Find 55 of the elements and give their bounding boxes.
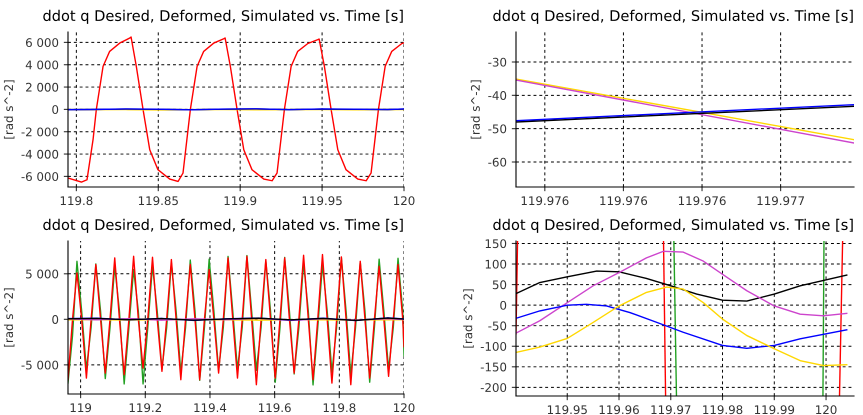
y-tick-label: -60 (488, 158, 506, 167)
y-tick-label: 50 (492, 280, 506, 290)
y-axis-title: [rad s^-2] (4, 288, 14, 347)
x-tick-label: 119.96 (600, 405, 639, 414)
x-tick-label: 119.8 (324, 403, 356, 412)
y-tick-label: -4 000 (21, 150, 58, 159)
chart-title: ddot q Desired, Deformed, Simulated vs. Time [s] (493, 10, 853, 24)
y-tick-label: 5 000 (26, 270, 58, 278)
y-tick-label: -40 (488, 91, 506, 100)
chart-title: ddot q Desired, Deformed, Simulated vs. Time [s] (493, 218, 853, 233)
x-tick-label: 119.85 (138, 196, 178, 206)
x-tick-label: 120 (394, 196, 414, 206)
y-tick-label: -30 (488, 58, 506, 67)
y-tick-label: 6 000 (26, 38, 58, 48)
y-tick-label: -50 (488, 124, 506, 134)
y-tick-label: 4 000 (26, 60, 58, 70)
y-tick-label: -200 (480, 383, 506, 392)
x-tick-label: 120 (816, 405, 837, 414)
x-tick-label: 119.9 (224, 196, 256, 206)
x-tick-label: 119.4 (194, 403, 226, 412)
x-tick-label: 119.977 (758, 196, 804, 206)
line-series (68, 36, 404, 183)
y-axis-title: [rad s^-2] (470, 80, 482, 139)
x-tick-label: 119.97 (651, 405, 690, 414)
y-tick-label: -150 (480, 362, 506, 372)
y-tick-label: 0 (52, 105, 58, 114)
y-tick-label: 2 000 (26, 82, 58, 92)
x-tick-label: 119.95 (548, 405, 587, 414)
y-axis-title: [rad s^-2] (463, 289, 474, 348)
chart-title: ddot q Desired, Deformed, Simulated vs. Time [s] (43, 10, 403, 24)
x-tick-label: 120 (394, 403, 414, 412)
y-tick-label: -5 000 (21, 360, 58, 370)
x-tick-label: 119.99 (754, 405, 794, 414)
x-tick-label: 119.976 (600, 196, 648, 206)
line-series (516, 286, 848, 366)
x-tick-label: 119 (70, 403, 92, 412)
x-tick-label: 119.976 (522, 196, 568, 206)
y-tick-label: 0 (52, 315, 58, 324)
x-tick-label: 119.95 (302, 196, 342, 206)
x-tick-label: 119.6 (259, 403, 291, 412)
x-tick-label: 119.976 (678, 196, 726, 206)
y-tick-label: -2 000 (21, 127, 58, 136)
y-axis-title: [rad s^-2] (4, 80, 14, 139)
y-tick-label: -50 (488, 321, 506, 330)
y-tick-label: 0 (500, 300, 506, 310)
x-tick-label: 119.8 (60, 196, 92, 206)
y-tick-label: 100 (486, 260, 506, 269)
chart-title: ddot q Desired, Deformed, Simulated vs. Time [s] (43, 218, 403, 233)
x-tick-label: 119.98 (703, 405, 742, 414)
x-tick-label: 119.2 (130, 403, 162, 412)
line-series (516, 250, 848, 334)
line-series (516, 304, 848, 350)
y-tick-label: -100 (480, 342, 506, 351)
y-tick-label: 150 (486, 239, 506, 248)
y-tick-label: -6 000 (21, 172, 58, 182)
